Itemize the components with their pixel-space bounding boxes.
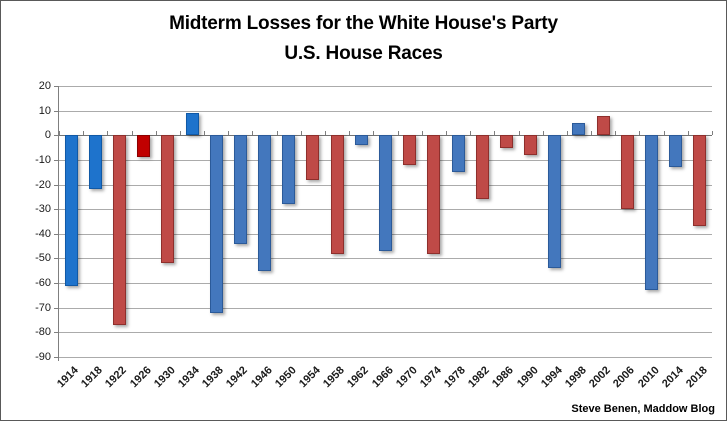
category-axis-tick [83,131,85,136]
y-axis-tick [54,184,59,186]
bar-2014 [669,135,683,168]
y-tick-label: -20 [35,178,51,191]
y-axis-tick [54,159,59,161]
y-axis-tick [54,86,59,87]
bar-1922 [112,135,126,325]
chart-title-line2: U.S. House Races [284,43,443,64]
y-axis-tick [54,332,59,334]
bar-1938 [209,135,223,313]
y-axis-tick [54,135,59,137]
gridline [59,283,712,285]
category-axis-tick [107,131,109,136]
gridline [59,258,712,260]
y-tick-label: 0 [44,129,51,142]
category-axis-tick [542,131,544,136]
bar-1914 [64,135,78,286]
category-axis-tick [445,131,447,136]
y-tick-label: -70 [35,301,51,314]
bar-2010 [645,135,659,291]
category-axis-tick [494,131,496,136]
y-tick-label: -80 [35,326,51,339]
gridline [59,307,712,309]
bar-2006 [620,135,634,210]
category-axis-tick [663,131,665,136]
bar-1954 [306,135,320,180]
category-axis-tick [373,131,375,136]
category-axis-tick [397,131,399,136]
category-axis-tick [712,131,713,136]
chart-title: Midterm Losses for the White House's Par… [1,9,726,69]
category-axis-tick [349,131,351,136]
category-axis-tick [615,131,617,136]
gridline [59,332,712,334]
bar-1970 [403,135,417,165]
bar-1982 [475,135,489,200]
category-axis-tick [228,131,230,136]
bar-1930 [161,135,175,264]
chart-title-line1: Midterm Losses for the White House's Par… [169,13,558,34]
category-axis-tick [179,131,181,136]
y-tick-label: 10 [38,104,51,117]
bar-1934 [185,113,199,136]
y-tick-label: 20 [38,80,51,92]
category-axis-tick [639,131,641,136]
category-axis-tick [300,131,302,136]
bar-1958 [330,135,344,254]
y-axis-tick [54,283,59,285]
category-axis-tick [204,131,206,136]
category-axis-tick [591,131,593,136]
bar-1966 [379,135,392,252]
bar-1998 [572,122,586,136]
bar-1990 [524,135,538,155]
bar-1950 [282,135,296,205]
y-axis-line [58,86,59,361]
bar-1926 [137,135,151,158]
y-axis-tick [54,357,59,358]
y-tick-label: -30 [35,203,51,216]
y-axis-tick [54,110,59,112]
y-axis-tick [54,307,59,309]
category-axis-tick [276,131,278,136]
y-axis-tick [54,209,59,211]
category-axis-tick [518,131,520,136]
y-tick-label: -90 [35,351,51,363]
bar-1986 [499,135,513,148]
category-axis-tick [421,131,423,136]
category-axis-tick [325,131,327,136]
y-tick-label: -60 [35,277,51,290]
category-axis-tick [59,131,60,136]
bar-1942 [233,135,247,244]
bar-1994 [548,135,562,269]
bar-2018 [693,135,707,227]
y-axis-tick [54,233,59,235]
gridline [59,86,712,87]
y-axis-tick [54,258,59,260]
category-axis-tick [470,131,472,136]
category-axis-tick [252,131,254,136]
bar-2002 [596,115,610,136]
gridline [59,110,712,112]
y-tick-label: -50 [35,252,51,265]
category-axis-tick [566,131,568,136]
plot-area: 20 10 0 -10 -20 -30 -40 -50 -60 -70 -80 -90 [35,80,713,363]
y-tick-label: -10 [35,153,51,166]
y-tick-label: -40 [35,227,51,240]
category-axis-tick [155,131,157,136]
category-axis-tick [131,131,133,136]
bar-1918 [88,135,102,190]
gridline [59,357,712,358]
bar-1974 [427,135,441,254]
attribution: Steve Benen, Maddow Blog [571,403,715,415]
bar-1946 [258,135,272,271]
bar-1962 [354,135,368,146]
bar-1978 [451,135,465,173]
category-axis-tick [687,131,689,136]
